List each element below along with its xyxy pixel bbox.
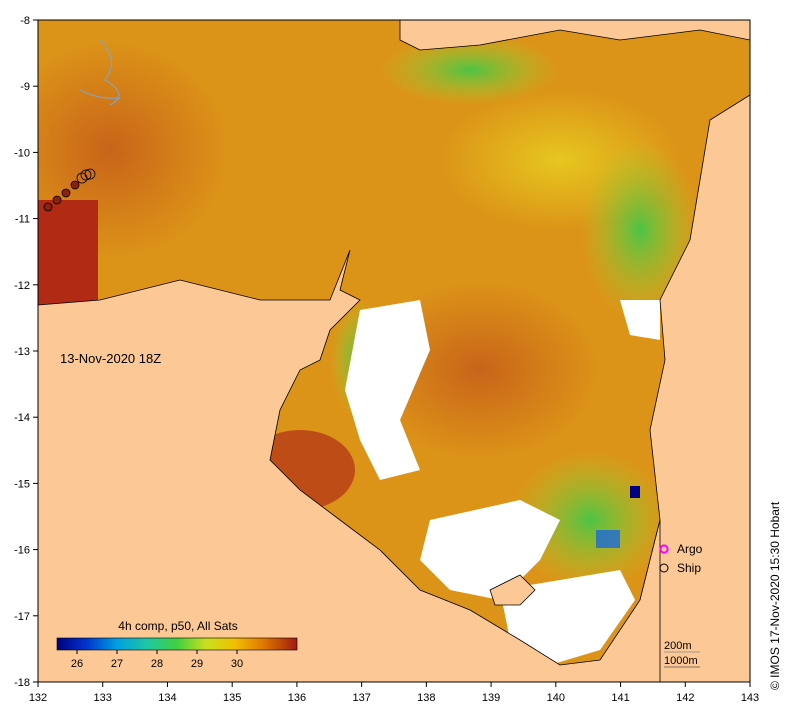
colorbar-tick-label: 28 [151,658,163,670]
ship-position-marker [43,202,53,212]
legend-label-ship: Ship [677,561,701,575]
isobath-label-200m: 200m [664,640,692,652]
circle-icon [659,563,669,573]
y-tick-label: -13 [14,346,30,358]
y-tick-label: -16 [14,545,30,557]
y-tick-label: -11 [15,214,30,226]
x-tick-label: 143 [741,692,759,704]
x-tick-label: 132 [29,692,47,704]
y-tick-label: -10 [14,147,30,159]
isobath-label-1000m: 1000m [664,655,698,667]
cold-spot [596,530,620,548]
x-tick-label: 139 [482,692,500,704]
ship-position-marker [84,168,96,180]
y-tick-label: -15 [14,478,30,490]
colorbar-tick-label: 27 [111,658,123,670]
hot-southwest-patch [38,200,98,310]
y-tick-label: -9 [20,81,30,93]
sea-surface-layer [38,20,750,682]
colorbar-tick-label: 29 [191,658,203,670]
colorbar-tick-label: 26 [71,658,83,670]
marker-legend: Argo Ship [659,542,703,575]
legend-item-argo: Argo [659,542,703,556]
x-tick-label: 141 [611,692,629,704]
y-tick-label: -14 [14,412,30,424]
y-tick-label: -18 [14,677,30,689]
ship-position-marker [80,169,92,181]
x-tick-label: 134 [158,692,176,704]
legend-label-argo: Argo [677,542,703,556]
ship-track [43,168,96,212]
colorbar: 4h comp, p50, All Sats 26 27 28 29 30 [56,619,298,670]
ship-position-marker [61,188,71,198]
cloud-south [420,500,560,600]
cape-york-land [609,20,750,682]
colorbar-ticks: 26 27 28 29 30 [71,650,243,670]
y-axis: -8 -9 -10 -11 -12 -13 -14 -15 -16 -17 -18 [14,15,38,689]
credit-text: © IMOS 17-Nov-2020 15:30 Hobart [768,501,782,690]
island-south [489,574,536,606]
new-guinea-land [399,20,750,51]
x-tick-label: 138 [417,692,435,704]
x-axis: 132 133 134 135 136 137 138 139 140 141 142 143 [29,682,759,704]
x-tick-label: 133 [94,692,112,704]
warm-northwest [38,40,230,260]
x-tick-label: 142 [676,692,694,704]
x-tick-label: 137 [352,692,370,704]
northern-territory-land [38,249,661,682]
magenta-star-icon [659,544,669,554]
coldest-spot [630,486,640,498]
colorbar-title: 4h comp, p50, All Sats [118,619,237,633]
colorbar-scale [56,637,298,651]
cool-north [380,35,560,105]
y-tick-label: -8 [20,15,30,27]
x-tick-label: 140 [547,692,565,704]
reef-outline [79,39,121,106]
cloud-east [620,300,660,340]
cloud-west [345,300,430,480]
timestamp-label: 13-Nov-2020 18Z [60,351,161,366]
cool-east-coast [580,140,700,320]
ship-position-marker [70,180,80,190]
ship-position-marker [52,195,62,205]
cool-southeast [510,450,670,590]
colorbar-tick-label: 30 [231,658,243,670]
legend-item-ship: Ship [659,561,701,575]
cloud-gulf-mouth [500,570,635,665]
x-tick-label: 136 [288,692,306,704]
isobath-legend: 200m 1000m [664,640,700,668]
y-tick-label: -17 [14,611,30,623]
y-tick-label: -12 [14,280,30,292]
x-tick-label: 135 [223,692,241,704]
